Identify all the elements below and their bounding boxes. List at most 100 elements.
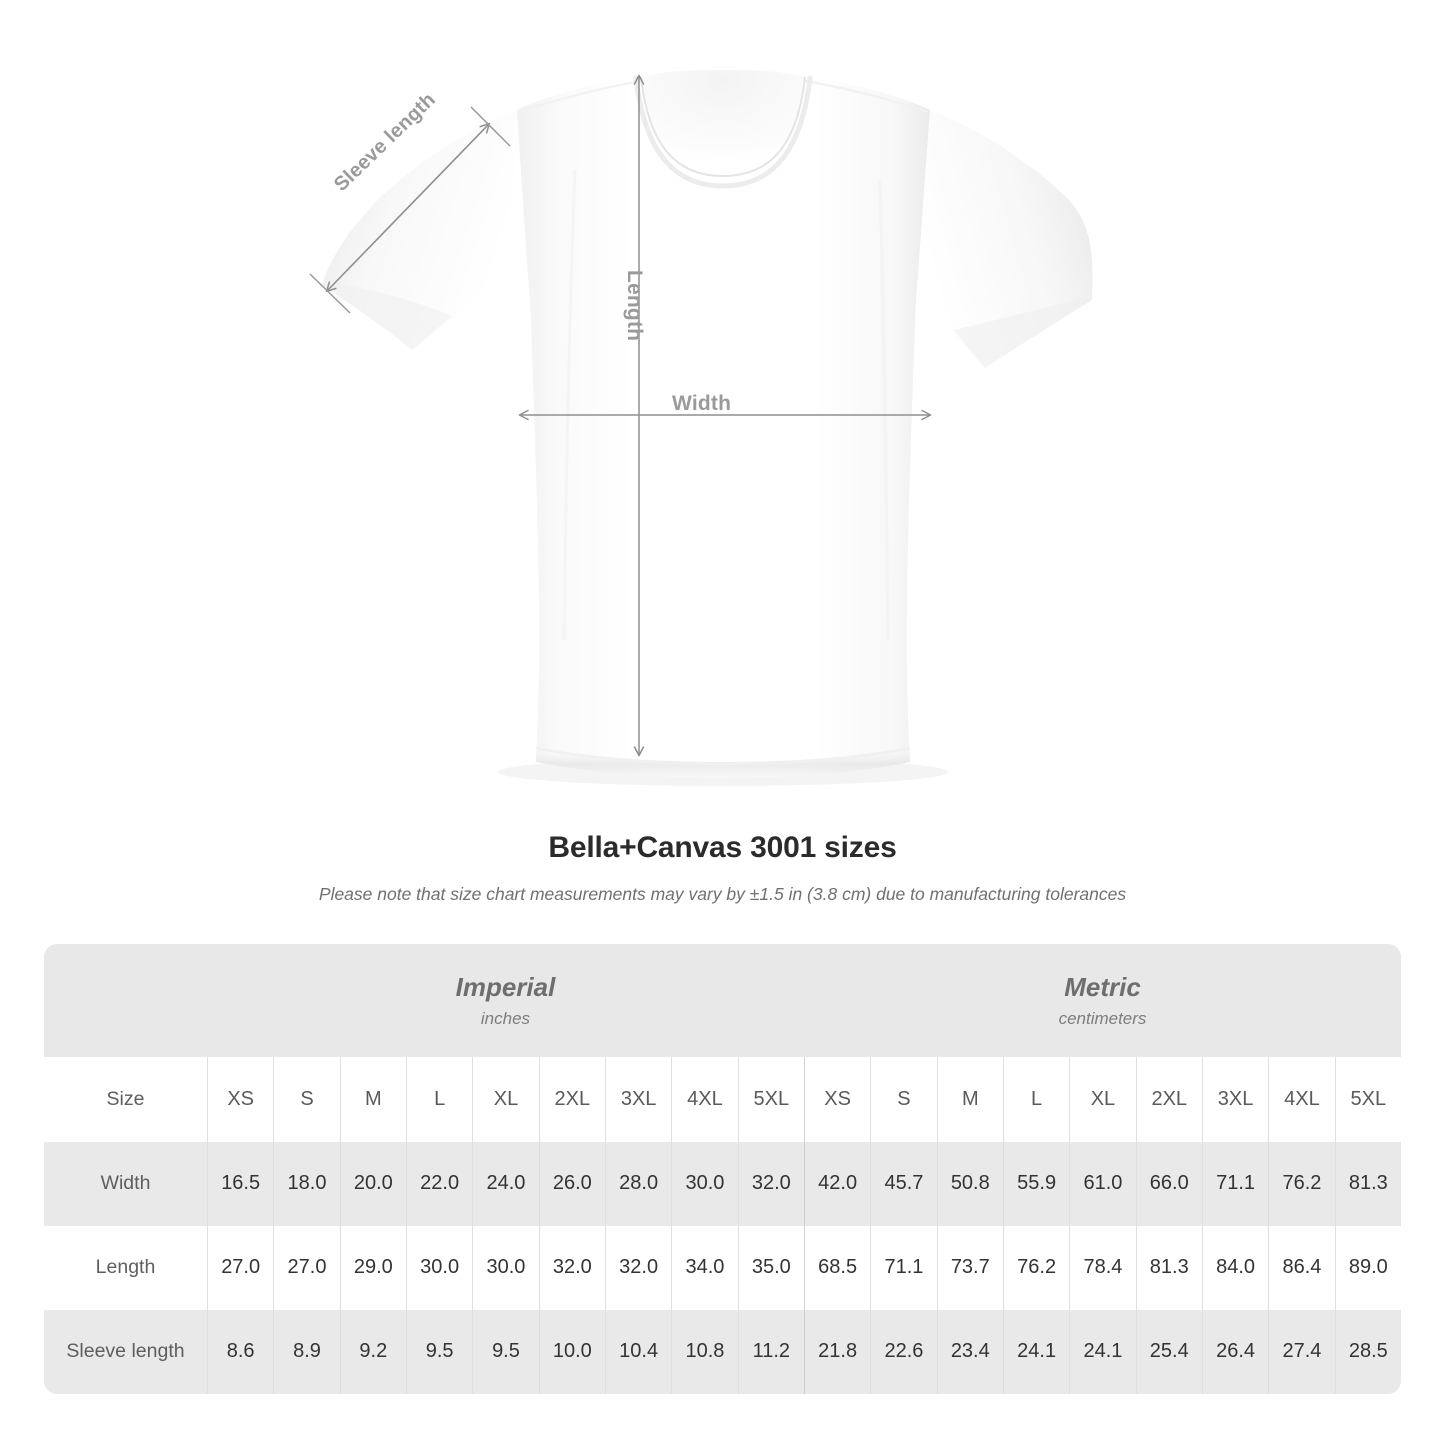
collar-ribbing <box>633 75 813 189</box>
unit-sub-imperial: inches <box>480 1009 531 1029</box>
cell-width-imp-m: 20.0 <box>339 1141 406 1226</box>
cell-sleeve-imp-3xl: 10.4 <box>604 1309 672 1394</box>
tshirt-measurement-diagram: Sleeve length Length Width <box>309 70 1093 786</box>
size-table-container: Imperial inches Metric centimeters Size … <box>0 943 1445 1394</box>
cell-length-imp-xl: 30.0 <box>472 1225 539 1310</box>
cell-length-met-l: 76.2 <box>1002 1225 1070 1310</box>
cell-sleeve-imp-s: 8.9 <box>273 1309 340 1394</box>
cell-length-met-4xl: 86.4 <box>1268 1225 1335 1310</box>
unit-group-metric: Metric centimeters <box>803 943 1402 1057</box>
sleeve-length-tick-bottom <box>309 273 351 314</box>
cell-sleeve-met-xs: 21.8 <box>803 1309 871 1394</box>
tolerance-note: Please note that size chart measurements… <box>318 884 1127 904</box>
size-chart-table: Imperial inches Metric centimeters Size … <box>44 943 1402 1394</box>
table-row: Sleeve length 8.6 8.9 9.2 9.5 9.5 10.0 1… <box>44 1309 1402 1394</box>
cell-sleeve-imp-xl: 9.5 <box>472 1309 539 1394</box>
cell-width-met-s: 45.7 <box>870 1141 937 1226</box>
row-label-width: Width <box>44 1141 207 1226</box>
left-sleeve-hem-shadow <box>322 283 452 350</box>
cell-sleeve-met-xl: 24.1 <box>1069 1309 1136 1394</box>
cell-sleeve-met-5xl: 28.5 <box>1334 1309 1402 1394</box>
cell-width-imp-xl: 24.0 <box>472 1141 539 1226</box>
size-header-row: Size XS S M L XL 2XL 3XL 4XL 5XL XS S M … <box>44 1056 1402 1142</box>
cell-width-imp-2xl: 26.0 <box>538 1141 605 1226</box>
row-label-sleeve-length: Sleeve length <box>44 1309 207 1394</box>
size-header-imp-s: S <box>273 1056 340 1142</box>
cell-length-met-s: 71.1 <box>870 1225 937 1310</box>
cell-width-met-2xl: 66.0 <box>1135 1141 1202 1226</box>
width-label: Width <box>672 392 732 415</box>
row-label-length: Length <box>44 1225 207 1310</box>
cell-length-met-5xl: 89.0 <box>1334 1225 1402 1310</box>
size-header-met-xl: XL <box>1069 1056 1136 1142</box>
cell-width-imp-3xl: 28.0 <box>604 1141 672 1226</box>
size-header-imp-4xl: 4XL <box>671 1056 738 1142</box>
length-label: Length <box>623 270 646 342</box>
cell-sleeve-imp-m: 9.2 <box>339 1309 406 1394</box>
cell-width-imp-5xl: 32.0 <box>737 1141 804 1226</box>
sleeve-length-arrow <box>325 122 491 293</box>
cell-sleeve-imp-2xl: 10.0 <box>538 1309 605 1394</box>
neckline-edge <box>640 76 806 178</box>
cell-length-imp-2xl: 32.0 <box>538 1225 605 1310</box>
cell-length-met-xs: 68.5 <box>803 1225 871 1310</box>
size-header-met-3xl: 3XL <box>1201 1056 1269 1142</box>
shirt-body <box>517 70 930 778</box>
unit-sub-metric: centimeters <box>1058 1009 1147 1029</box>
cell-width-imp-s: 18.0 <box>273 1141 340 1226</box>
sleeve-length-tick-top <box>470 106 511 147</box>
size-header-met-xs: XS <box>803 1056 871 1142</box>
size-header-met-4xl: 4XL <box>1268 1056 1335 1142</box>
cell-sleeve-imp-5xl: 11.2 <box>737 1309 804 1394</box>
cell-width-imp-l: 22.0 <box>405 1141 473 1226</box>
cell-width-imp-xs: 16.5 <box>207 1141 274 1226</box>
unit-group-imperial: Imperial inches <box>207 943 804 1057</box>
size-header-imp-2xl: 2XL <box>538 1056 605 1142</box>
size-header-imp-xs: XS <box>207 1056 274 1142</box>
cell-sleeve-imp-4xl: 10.8 <box>671 1309 738 1394</box>
cell-length-imp-3xl: 32.0 <box>604 1225 672 1310</box>
cell-length-imp-xs: 27.0 <box>207 1225 274 1310</box>
cell-length-met-xl: 78.4 <box>1069 1225 1136 1310</box>
page-title: Bella+Canvas 3001 sizes <box>548 831 897 864</box>
tshirt-illustration <box>309 70 1093 786</box>
cell-sleeve-imp-l: 9.5 <box>405 1309 473 1394</box>
cell-width-met-5xl: 81.3 <box>1334 1141 1402 1226</box>
size-header-imp-xl: XL <box>472 1056 539 1142</box>
hem-seam <box>535 746 911 766</box>
bottom-hem-shadow <box>536 746 910 778</box>
size-header-met-5xl: 5XL <box>1334 1056 1402 1142</box>
cell-sleeve-met-2xl: 25.4 <box>1135 1309 1202 1394</box>
cell-width-met-3xl: 71.1 <box>1201 1141 1269 1226</box>
unit-banner-spacer <box>44 943 207 1057</box>
unit-name-imperial: Imperial <box>455 971 556 1002</box>
size-header-met-m: M <box>936 1056 1003 1142</box>
size-row-label: Size <box>44 1056 207 1142</box>
cell-length-met-m: 73.7 <box>936 1225 1003 1310</box>
cell-length-imp-4xl: 34.0 <box>671 1225 738 1310</box>
right-sleeve <box>915 110 1093 368</box>
cell-length-met-3xl: 84.0 <box>1201 1225 1269 1310</box>
size-header-imp-3xl: 3XL <box>604 1056 672 1142</box>
cell-length-met-2xl: 81.3 <box>1135 1225 1202 1310</box>
cell-length-imp-m: 29.0 <box>339 1225 406 1310</box>
unit-name-metric: Metric <box>1064 971 1141 1002</box>
size-header-imp-l: L <box>405 1056 473 1142</box>
cell-width-met-xl: 61.0 <box>1069 1141 1136 1226</box>
cell-sleeve-met-4xl: 27.4 <box>1268 1309 1335 1394</box>
cell-length-imp-l: 30.0 <box>405 1225 473 1310</box>
cell-sleeve-met-3xl: 26.4 <box>1201 1309 1269 1394</box>
unit-banner-row: Imperial inches Metric centimeters <box>44 943 1402 1057</box>
cell-sleeve-met-m: 23.4 <box>936 1309 1003 1394</box>
title-block: Bella+Canvas 3001 sizes Please note that… <box>0 830 1445 906</box>
table-row: Width 16.5 18.0 20.0 22.0 24.0 26.0 28.0… <box>44 1141 1402 1226</box>
table-row: Length 27.0 27.0 29.0 30.0 30.0 32.0 32.… <box>44 1225 1402 1310</box>
right-shoulder-seam <box>798 78 929 114</box>
size-header-imp-m: M <box>339 1056 406 1142</box>
cell-width-met-m: 50.8 <box>936 1141 1003 1226</box>
cell-width-imp-4xl: 30.0 <box>671 1141 738 1226</box>
size-header-imp-5xl: 5XL <box>737 1056 804 1142</box>
size-header-met-2xl: 2XL <box>1135 1056 1202 1142</box>
size-header-met-s: S <box>870 1056 937 1142</box>
cell-width-met-xs: 42.0 <box>803 1141 871 1226</box>
